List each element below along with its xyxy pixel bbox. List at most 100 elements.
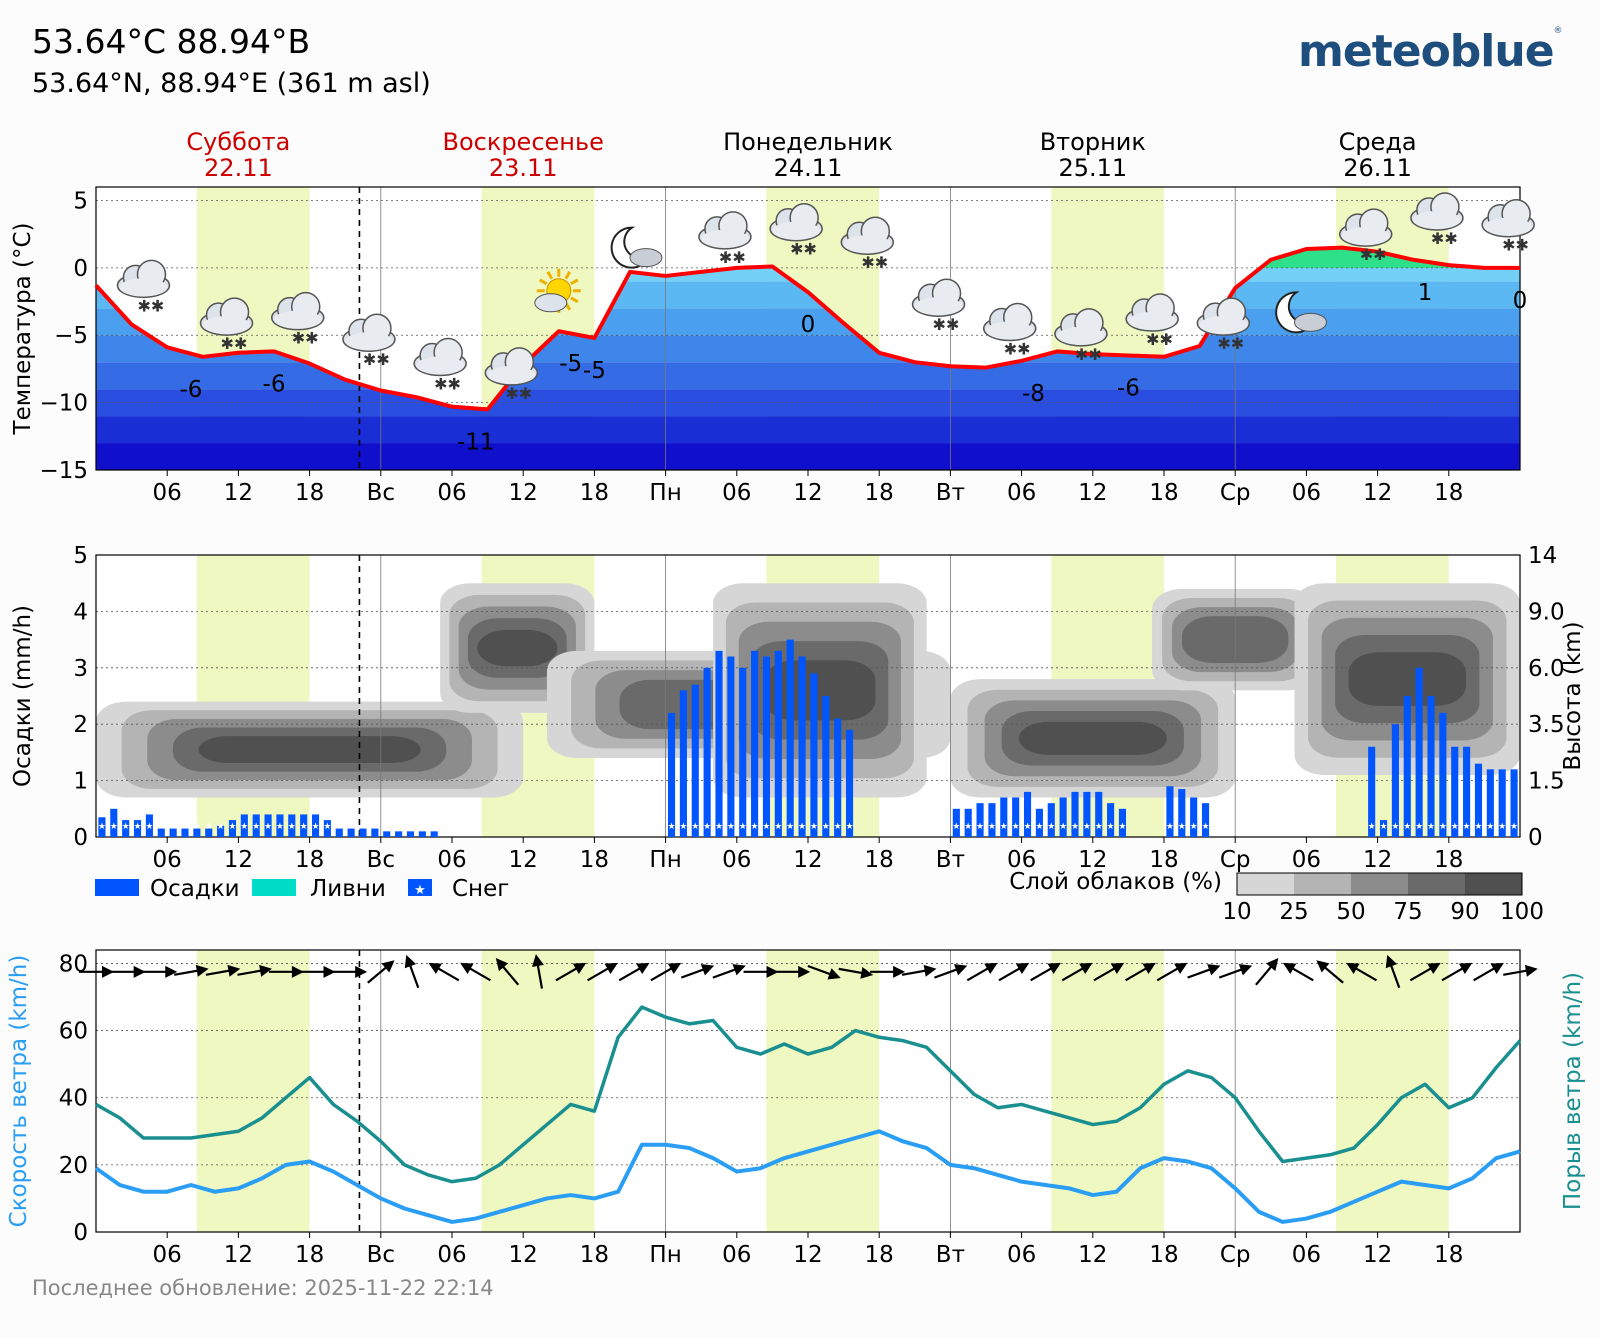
precip-bar bbox=[1035, 808, 1043, 837]
snow-marker: ★ bbox=[1439, 822, 1447, 832]
precip-bar bbox=[774, 650, 782, 837]
temperature-line bbox=[94, 245, 1520, 412]
snow-marker: ★ bbox=[1083, 822, 1091, 832]
precip-bar bbox=[264, 814, 272, 837]
snow-marker: ★ bbox=[1047, 822, 1055, 832]
svg-text:✱✱: ✱✱ bbox=[790, 240, 817, 259]
cloud-legend-swatch bbox=[1465, 873, 1522, 895]
wind-direction-arrow bbox=[743, 965, 779, 978]
wind-direction-arrow bbox=[1255, 958, 1279, 986]
svg-text:✱✱: ✱✱ bbox=[933, 315, 960, 334]
precip-bar bbox=[430, 831, 438, 837]
snow-marker: ★ bbox=[739, 822, 747, 832]
x-tick-label: 06 bbox=[722, 480, 751, 506]
precip-bar bbox=[1368, 746, 1376, 837]
precip-bar bbox=[1391, 724, 1399, 837]
snow-cloud-icon: ✱✱ bbox=[413, 337, 467, 393]
x-tick-label: 06 bbox=[1292, 1242, 1321, 1268]
precip-bar bbox=[1451, 746, 1459, 837]
snow-marker: ★ bbox=[845, 822, 853, 832]
wind-direction-arrow bbox=[618, 962, 650, 982]
precip-bar bbox=[727, 656, 735, 837]
x-tick-label: 12 bbox=[793, 847, 822, 873]
legend-snow-label: Снег bbox=[452, 876, 509, 902]
precip-bar bbox=[1047, 803, 1055, 837]
cloud-legend-tick: 10 bbox=[1222, 899, 1251, 925]
temp-band bbox=[96, 416, 1520, 444]
y2-tick-label: 1.5 bbox=[1528, 769, 1565, 795]
precip-bar bbox=[1403, 696, 1411, 837]
x-tick-label: 12 bbox=[1363, 1242, 1392, 1268]
snow-marker: ★ bbox=[335, 822, 343, 832]
x-tick-label: 06 bbox=[1292, 480, 1321, 506]
y-tick-label: 40 bbox=[59, 1086, 88, 1112]
x-tick-label: 12 bbox=[1363, 480, 1392, 506]
x-tick-label: 06 bbox=[153, 480, 182, 506]
last-update: Последнее обновление: 2025-11-22 22:14 bbox=[32, 1276, 494, 1300]
snow-marker: ★ bbox=[418, 822, 426, 832]
day-date: 24.11 bbox=[774, 154, 843, 182]
precip-bar bbox=[1439, 712, 1447, 837]
precip-bar bbox=[418, 831, 426, 837]
snow-marker: ★ bbox=[205, 822, 213, 832]
wind-direction-arrow bbox=[237, 964, 272, 977]
svg-text:✱✱: ✱✱ bbox=[505, 384, 532, 403]
snow-marker: ★ bbox=[1368, 822, 1376, 832]
snow-marker: ★ bbox=[169, 822, 177, 832]
snow-cloud-icon: ✱✱ bbox=[1410, 192, 1464, 248]
snow-marker: ★ bbox=[952, 822, 960, 832]
snow-marker: ★ bbox=[679, 822, 687, 832]
wind-direction-arrow bbox=[1061, 962, 1093, 982]
precip-bar bbox=[169, 828, 177, 837]
snow-marker: ★ bbox=[964, 822, 972, 832]
precip-bar bbox=[323, 820, 331, 837]
precip-bar bbox=[952, 808, 960, 837]
x-tick-label: 18 bbox=[295, 480, 324, 506]
x-tick-label: 12 bbox=[1078, 1242, 1107, 1268]
snow-marker: ★ bbox=[1451, 822, 1459, 832]
temperature-value-label: -6 bbox=[1117, 375, 1140, 401]
cloud-legend-swatch bbox=[1351, 873, 1408, 895]
snow-cloud-icon: ✱✱ bbox=[270, 291, 325, 348]
precip-bar bbox=[1415, 667, 1423, 837]
precip-bar bbox=[1059, 797, 1067, 837]
daylight-band bbox=[1051, 950, 1164, 1232]
svg-text:✱✱: ✱✱ bbox=[1217, 334, 1244, 353]
y-tick-label: 5 bbox=[73, 188, 88, 214]
wind-direction-arrow bbox=[79, 965, 114, 978]
y-tick-label: −15 bbox=[39, 458, 88, 484]
snow-marker: ★ bbox=[300, 822, 308, 832]
cloud-legend-tick: 50 bbox=[1336, 899, 1365, 925]
precip-bar bbox=[667, 712, 676, 837]
snow-marker: ★ bbox=[810, 822, 818, 832]
wind-direction-arrow bbox=[555, 962, 587, 982]
day-name: Вторник bbox=[1040, 128, 1146, 156]
x-tick-label: 12 bbox=[224, 847, 253, 873]
temp-band bbox=[96, 443, 1520, 470]
snow-marker: ★ bbox=[1379, 822, 1387, 832]
snow-marker: ★ bbox=[1474, 822, 1482, 832]
snow-marker: ★ bbox=[762, 822, 770, 832]
wind-direction-arrow bbox=[174, 964, 209, 977]
snow-marker: ★ bbox=[181, 822, 189, 832]
x-tick-label: 12 bbox=[224, 480, 253, 506]
snow-marker: ★ bbox=[1190, 822, 1198, 832]
wind-direction-arrow bbox=[300, 965, 336, 978]
precip-bar bbox=[1178, 789, 1186, 837]
precip-bar bbox=[228, 820, 237, 837]
precip-bar bbox=[679, 690, 687, 837]
precip-bar bbox=[751, 650, 759, 837]
snow-marker: ★ bbox=[228, 822, 236, 832]
snow-marker: ★ bbox=[1498, 822, 1506, 832]
daylight-band bbox=[481, 950, 595, 1232]
snow-marker: ★ bbox=[1035, 822, 1043, 832]
snow-marker: ★ bbox=[98, 822, 106, 832]
precip-bar bbox=[1083, 791, 1091, 837]
x-tick-label: 06 bbox=[722, 847, 751, 873]
wind-direction-arrow bbox=[775, 965, 811, 978]
precip-bar bbox=[834, 718, 842, 837]
precip-bar bbox=[964, 808, 972, 837]
precip-bar bbox=[1474, 763, 1483, 837]
snow-marker: ★ bbox=[798, 822, 806, 832]
